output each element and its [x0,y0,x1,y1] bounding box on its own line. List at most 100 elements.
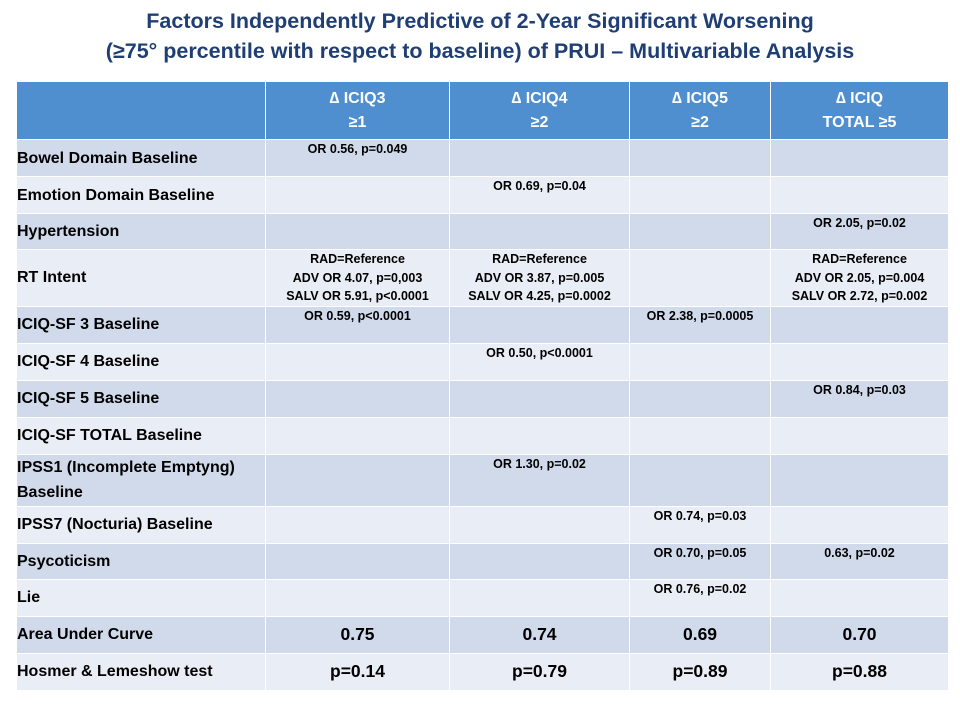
header-iciq4-line2: ≥2 [530,113,549,131]
cell-value: OR 0.74, p=0.03 [653,508,747,523]
table-row: ICIQ-SF 4 Baseline OR 0.50, p<0.0001 [16,342,949,381]
table-header-row: ∆ ICIQ3 ≥1 ∆ ICIQ4 ≥2 ∆ ICIQ5 ≥2 ∆ ICIQ TOTA… [16,81,949,140]
table-cell: 0.75 [265,615,450,654]
cell-value: p=0.88 [832,661,887,682]
table-cell [449,379,630,418]
table-cell [449,542,630,580]
table-cell: RAD=Reference ADV OR 3.87, p=0.005 SALV OR… [449,249,630,307]
slide-title: Factors Independently Predictive of 2-Ye… [0,6,960,66]
table-cell: OR 0.69, p=0.04 [449,176,630,214]
cell-value: 0.69 [682,624,718,645]
table-cell [770,139,949,177]
row-label: ICIQ-SF 3 Baseline [16,305,266,344]
table-cell [629,249,771,307]
header-cell-iciq3: ∆ ICIQ3 ≥1 [265,81,450,140]
table-cell [449,305,630,344]
row-label: Psycoticism [16,542,266,580]
row-label: Lie [16,578,266,617]
cell-value: OR 0.70, p=0.05 [653,545,747,560]
table-cell [770,176,949,214]
cell-value: SALV OR 2.72, p=0.002 [791,289,928,303]
table-cell: OR 0.59, p<0.0001 [265,305,450,344]
cell-value: OR 0.50, p<0.0001 [486,345,593,360]
table-cell: OR 0.56, p=0.049 [265,139,450,177]
table-cell [629,453,771,507]
table-cell [629,416,771,455]
row-label: ICIQ-SF 4 Baseline [16,342,266,381]
table-cell: OR 2.05, p=0.02 [770,213,949,250]
row-label: Area Under Curve [16,615,266,654]
table-cell: OR 1.30, p=0.02 [449,453,630,507]
cell-value: RAD=Reference [310,252,405,266]
cell-value: p=0.14 [330,661,385,682]
table-cell [770,342,949,381]
table-cell: 0.63, p=0.02 [770,542,949,580]
header-iciq4-line1: ∆ ICIQ4 [511,89,568,107]
header-iciq5-line1: ∆ ICIQ5 [671,89,729,107]
table-cell [629,176,771,214]
table-row: Area Under Curve 0.75 0.74 0.69 0.70 [16,615,949,654]
table-cell [770,578,949,617]
table-row: Hypertension OR 2.05, p=0.02 [16,213,949,250]
table-cell [629,379,771,418]
row-label: ICIQ-SF 5 Baseline [16,379,266,418]
table-row: Bowel Domain Baseline OR 0.56, p=0.049 [16,139,949,177]
cell-value: 0.70 [842,624,877,645]
table-cell [265,176,450,214]
row-label: ICIQ-SF TOTAL Baseline [16,416,266,455]
row-label: IPSS7 (Nocturia) Baseline [16,505,266,544]
cell-value: OR 0.59, p<0.0001 [304,308,411,323]
table-row: RT Intent RAD=Reference ADV OR 4.07, p=0,0… [16,249,949,307]
table-cell: 0.70 [770,615,949,654]
results-table: ∆ ICIQ3 ≥1 ∆ ICIQ4 ≥2 ∆ ICIQ5 ≥2 ∆ ICIQ TOTA… [16,81,949,691]
table-cell [265,213,450,250]
table-cell [629,139,771,177]
table-cell: OR 0.76, p=0.02 [629,578,771,617]
row-label: Emotion Domain Baseline [16,176,266,214]
cell-value: RAD=Reference [492,252,587,266]
table-cell [770,305,949,344]
table-cell [770,505,949,544]
table-cell [770,453,949,507]
cell-value: ADV OR 4.07, p=0,003 [292,270,423,285]
cell-value: OR 2.05, p=0.02 [813,216,906,230]
header-iciq3-line1: ∆ ICIQ3 [329,89,386,107]
table-cell: OR 0.50, p<0.0001 [449,342,630,381]
header-cell-iciq-total: ∆ ICIQ TOTAL ≥5 [770,81,949,140]
header-iciq-total-line2: TOTAL ≥5 [822,113,897,131]
cell-value: SALV OR 4.25, p=0.0002 [468,289,611,303]
table-cell [449,578,630,617]
cell-value: 0.63, p=0.02 [824,545,895,560]
table-cell: p=0.79 [449,652,630,691]
cell-value: OR 0.69, p=0.04 [493,179,586,193]
table-cell [629,342,771,381]
table-cell [265,578,450,617]
table-row: ICIQ-SF TOTAL Baseline [16,416,949,455]
cell-value: OR 1.30, p=0.02 [493,456,586,471]
table-cell [265,342,450,381]
table-cell [265,453,450,507]
table-cell: p=0.89 [629,652,771,691]
title-line-1: Factors Independently Predictive of 2-Ye… [146,9,814,33]
table-cell: RAD=Reference ADV OR 2.05, p=0.004 SALV OR… [770,249,949,307]
cell-value: OR 0.56, p=0.049 [307,142,408,156]
header-cell-iciq4: ∆ ICIQ4 ≥2 [449,81,630,140]
header-cell-blank [16,81,266,140]
table-cell [629,213,771,250]
cell-value: RAD=Reference [812,252,907,266]
table-row: IPSS1 (Incomplete Emptyng) Baseline OR 1.… [16,453,949,507]
table-row: ICIQ-SF 3 Baseline OR 0.59, p<0.0001 OR 2.… [16,305,949,344]
table-cell [265,379,450,418]
header-iciq-total-line1: ∆ ICIQ [835,89,884,107]
table-cell [449,505,630,544]
table-cell: p=0.14 [265,652,450,691]
table-cell: p=0.88 [770,652,949,691]
table-cell: 0.69 [629,615,771,654]
table-cell: OR 0.84, p=0.03 [770,379,949,418]
table-cell [449,213,630,250]
header-cell-iciq5: ∆ ICIQ5 ≥2 [629,81,771,140]
table-cell [449,139,630,177]
header-iciq3-line2: ≥1 [348,113,367,131]
table-cell: OR 0.74, p=0.03 [629,505,771,544]
cell-value: OR 0.84, p=0.03 [813,382,906,397]
